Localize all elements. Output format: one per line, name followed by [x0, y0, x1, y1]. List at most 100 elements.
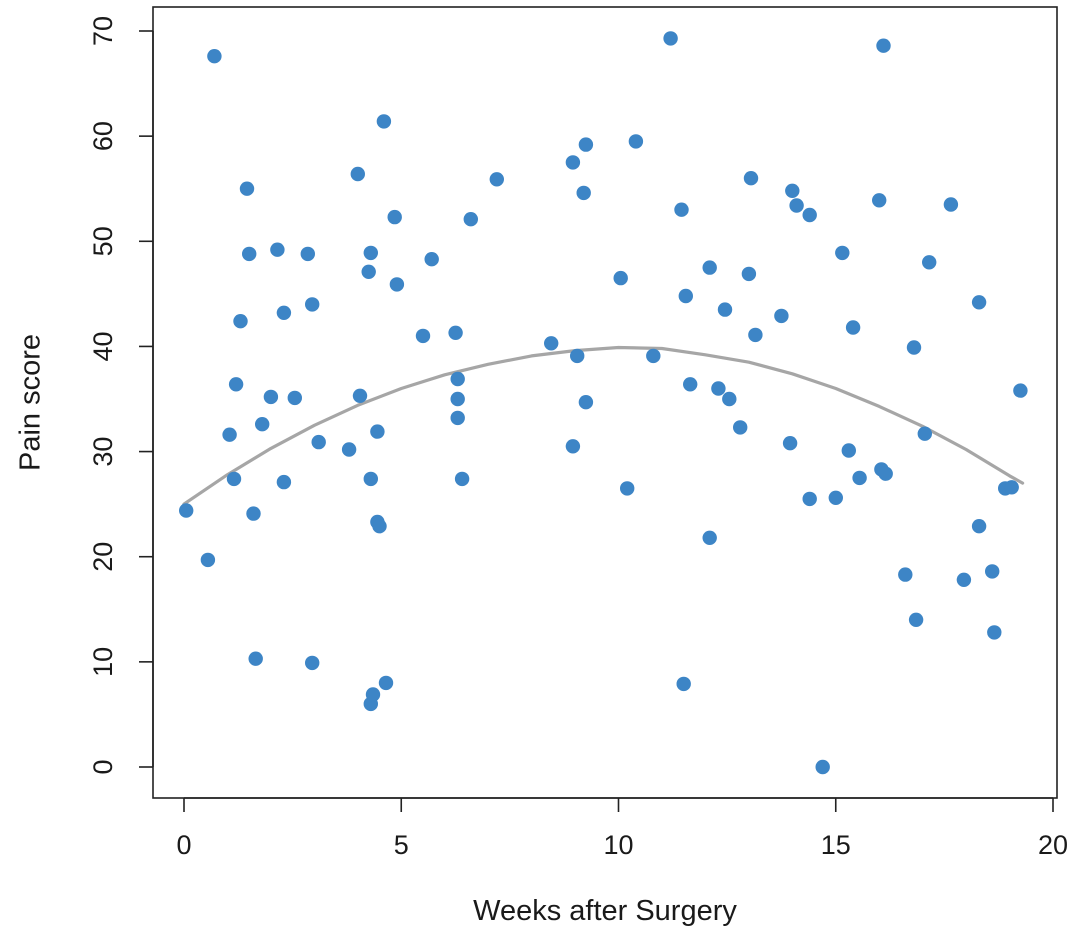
- x-axis: 0 5 10 15 20: [176, 797, 1068, 860]
- data-point: [255, 417, 270, 432]
- data-point: [578, 395, 594, 410]
- y-axis: 0 10 20 30 40 50 60 70: [88, 16, 154, 775]
- data-point: [389, 277, 405, 292]
- data-point: [646, 348, 661, 364]
- data-point: [987, 625, 1002, 640]
- data-point: [835, 245, 850, 261]
- data-point: [570, 348, 585, 364]
- data-point: [565, 439, 581, 454]
- data-point: [789, 198, 804, 213]
- data-point: [361, 264, 376, 279]
- data-point: [489, 172, 504, 187]
- data-point: [872, 193, 887, 208]
- x-tick-label: 15: [821, 830, 851, 860]
- data-point: [578, 137, 594, 152]
- y-tick-label: 30: [88, 437, 118, 467]
- y-tick-label: 70: [88, 16, 118, 46]
- data-point: [678, 288, 693, 304]
- data-point: [841, 443, 856, 458]
- data-point: [248, 651, 263, 666]
- y-tick-label: 60: [88, 121, 118, 151]
- data-point: [544, 336, 559, 351]
- data-point: [815, 759, 830, 775]
- data-point: [743, 171, 759, 186]
- data-point: [917, 426, 932, 441]
- data-point: [370, 424, 385, 439]
- data-point: [372, 519, 387, 534]
- data-point: [956, 572, 972, 587]
- data-point: [263, 389, 279, 405]
- data-point: [276, 305, 292, 320]
- y-tick-label: 40: [88, 331, 118, 361]
- data-point: [450, 371, 465, 387]
- data-point: [971, 519, 987, 534]
- x-tick-label: 10: [603, 830, 633, 860]
- data-point: [305, 297, 320, 312]
- fit-layer: [182, 345, 1025, 506]
- data-point: [246, 506, 261, 521]
- data-point: [733, 420, 748, 435]
- data-point: [702, 530, 717, 545]
- data-point: [845, 320, 861, 335]
- data-point: [378, 675, 394, 691]
- plot-area: [179, 31, 1028, 775]
- data-point: [300, 246, 315, 262]
- data-point: [908, 612, 924, 627]
- data-point: [674, 202, 689, 217]
- data-point: [1013, 383, 1028, 398]
- data-point: [565, 155, 581, 170]
- data-point: [876, 38, 891, 53]
- data-point: [971, 295, 987, 310]
- data-point: [852, 470, 867, 486]
- data-point: [454, 471, 470, 487]
- x-axis-label: Weeks after Surgery: [473, 895, 737, 927]
- data-point: [450, 391, 465, 407]
- y-tick-label: 20: [88, 542, 118, 572]
- y-tick-label: 0: [88, 759, 118, 774]
- data-point: [620, 481, 635, 496]
- data-point: [352, 388, 368, 403]
- x-tick-label: 0: [176, 830, 191, 860]
- data-point: [702, 260, 717, 275]
- data-point: [242, 246, 257, 262]
- x-tick-label: 5: [394, 830, 409, 860]
- data-point: [305, 655, 320, 671]
- data-point: [985, 564, 1000, 579]
- data-point: [878, 466, 893, 481]
- data-point: [365, 687, 381, 702]
- data-point: [200, 552, 216, 568]
- data-point: [785, 183, 800, 198]
- data-point: [270, 242, 285, 257]
- data-point: [898, 567, 913, 582]
- data-point: [613, 270, 628, 286]
- y-tick-label: 10: [88, 647, 118, 677]
- data-point: [802, 491, 817, 507]
- data-point: [828, 490, 843, 505]
- data-point: [628, 134, 644, 149]
- data-point: [233, 314, 248, 329]
- y-tick-label: 50: [88, 226, 118, 256]
- data-point: [228, 377, 244, 392]
- data-point: [207, 49, 222, 64]
- data-point: [239, 181, 255, 196]
- data-point: [287, 390, 302, 406]
- x-tick-label: 20: [1038, 830, 1068, 860]
- data-point: [179, 503, 194, 518]
- data-point: [683, 377, 698, 392]
- data-point: [376, 114, 392, 129]
- data-point: [363, 245, 378, 261]
- data-point: [711, 381, 726, 396]
- fit-curve: [182, 345, 1025, 506]
- data-point: [576, 185, 591, 201]
- data-point: [448, 325, 463, 340]
- data-point: [802, 207, 817, 223]
- data-point: [424, 252, 439, 267]
- data-point: [663, 31, 678, 46]
- data-point: [943, 197, 959, 212]
- data-point: [906, 340, 922, 355]
- data-point: [741, 266, 757, 282]
- data-point: [311, 434, 326, 450]
- data-point: [226, 471, 242, 487]
- data-point: [722, 391, 737, 407]
